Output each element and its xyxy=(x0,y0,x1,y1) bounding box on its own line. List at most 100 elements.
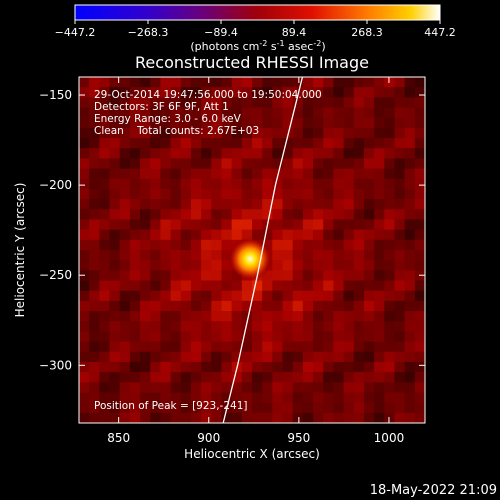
heatmap-cell xyxy=(79,331,90,343)
heatmap-cell xyxy=(99,158,111,170)
heatmap-cell xyxy=(231,199,243,210)
heatmap-cell xyxy=(160,280,172,292)
heatmap-cell xyxy=(211,250,222,261)
heatmap-cell xyxy=(414,260,425,271)
heatmap-cell xyxy=(252,168,263,180)
heatmap-cell xyxy=(343,250,355,261)
heatmap-cell xyxy=(404,300,416,312)
heatmap-cell xyxy=(150,188,161,200)
heatmap-cell xyxy=(404,209,416,220)
heatmap-cell xyxy=(109,392,121,404)
heatmap-cell xyxy=(211,239,222,251)
heatmap-cell xyxy=(190,351,202,363)
heatmap-cell xyxy=(170,382,182,393)
heatmap-cell xyxy=(384,392,395,404)
heatmap-cell xyxy=(211,158,222,170)
heatmap-cell xyxy=(211,351,222,363)
heatmap-cell xyxy=(89,239,100,251)
heatmap-cell xyxy=(231,148,243,159)
heatmap-cell xyxy=(180,331,192,343)
heatmap-cell xyxy=(363,372,375,383)
heatmap-cell xyxy=(241,392,253,404)
heatmap-cell xyxy=(79,311,90,322)
heatmap-cell xyxy=(170,87,182,98)
heatmap-cell xyxy=(221,117,233,129)
annotation-detectors: Detectors: 3F 6F 9F, Att 1 xyxy=(94,101,229,113)
heatmap-cell xyxy=(384,300,395,312)
heatmap-cell xyxy=(394,382,406,393)
heatmap-cell xyxy=(190,250,202,261)
heatmap-cell xyxy=(129,300,141,312)
heatmap-cell xyxy=(129,199,141,210)
chart-title: Reconstructed RHESSI Image xyxy=(135,53,369,72)
heatmap-cell xyxy=(282,178,294,190)
heatmap-cell xyxy=(302,361,314,373)
heatmap-cell xyxy=(252,87,263,98)
heatmap-cell xyxy=(180,77,192,88)
heatmap-cell xyxy=(252,372,263,383)
heatmap-cell xyxy=(272,412,284,423)
heatmap-cell xyxy=(363,300,375,312)
heatmap-cell xyxy=(282,239,294,251)
heatmap-cell xyxy=(252,361,263,373)
heatmap-cell xyxy=(404,250,416,261)
heatmap-cell xyxy=(363,239,375,251)
heatmap-cell xyxy=(384,311,395,322)
heatmap-cell xyxy=(99,77,111,88)
heatmap-cell xyxy=(221,97,233,109)
heatmap-cell xyxy=(343,148,355,159)
heatmap-cell xyxy=(333,412,345,423)
heatmap-cell xyxy=(231,219,243,231)
heatmap-cell xyxy=(99,117,111,129)
heatmap-cell xyxy=(150,351,161,363)
heatmap-cell xyxy=(323,229,334,241)
heatmap-cell xyxy=(374,412,385,423)
heatmap-cell xyxy=(282,351,294,363)
heatmap-cell xyxy=(89,148,100,159)
heatmap-cell xyxy=(150,311,161,322)
heatmap-cell xyxy=(333,97,345,109)
heatmap-cell xyxy=(211,219,222,231)
heatmap-cell xyxy=(353,270,365,282)
heatmap-cell xyxy=(323,107,334,119)
heatmap-cell xyxy=(262,178,273,190)
heatmap-cell xyxy=(170,229,182,241)
heatmap-cell xyxy=(394,392,406,404)
heatmap-cell xyxy=(272,311,284,322)
heatmap-cell xyxy=(150,148,161,159)
heatmap-cell xyxy=(160,178,172,190)
heatmap-cell xyxy=(221,107,233,119)
heatmap-cell xyxy=(160,270,172,282)
heatmap-cell xyxy=(201,290,212,302)
heatmap-cell xyxy=(363,361,375,373)
heatmap-cell xyxy=(160,229,172,241)
heatmap-cell xyxy=(363,229,375,241)
heatmap-cell xyxy=(343,341,355,353)
heatmap-cell xyxy=(363,270,375,282)
heatmap-cell xyxy=(201,331,212,343)
heatmap-cell xyxy=(231,280,243,292)
heatmap-cell xyxy=(129,351,141,363)
heatmap-cell xyxy=(302,168,314,180)
heatmap-cell xyxy=(160,188,172,200)
heatmap-cell xyxy=(343,331,355,343)
solar-limb-line xyxy=(222,77,304,423)
heatmap-cell xyxy=(211,300,222,312)
heatmap-cell xyxy=(414,77,425,88)
heatmap-cell xyxy=(201,311,212,322)
heatmap-cell xyxy=(190,412,202,423)
heatmap-cell xyxy=(414,199,425,210)
heatmap-cell xyxy=(313,77,324,88)
heatmap-cell xyxy=(404,138,416,149)
heatmap-cell xyxy=(313,158,324,170)
heatmap-cell xyxy=(79,219,90,231)
heatmap-cell xyxy=(302,280,314,292)
heatmap-cell xyxy=(414,341,425,353)
heatmap-cell xyxy=(221,178,233,190)
colorbar-tick-label: −268.3 xyxy=(128,26,169,39)
heatmap-cell xyxy=(190,321,202,332)
heatmap-cell xyxy=(404,219,416,231)
heatmap-cell xyxy=(79,341,90,353)
heatmap-cell xyxy=(363,97,375,109)
heatmap-cell xyxy=(384,158,395,170)
